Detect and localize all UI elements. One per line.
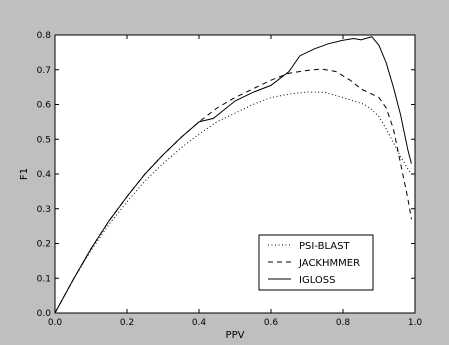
x-tick-label: 0.2 xyxy=(120,318,134,328)
y-tick-label: 0.8 xyxy=(37,31,52,41)
y-tick-label: 0.3 xyxy=(37,205,51,215)
ticks-layer: 0.0 0.2 0.4 0.6 0.8 1.0 0.0 0.1 0.2 0.3 0.4 0.5 0.6 0… xyxy=(37,31,423,328)
y-tick-label: 0.5 xyxy=(37,135,51,145)
x-tick-label: 0.4 xyxy=(192,318,207,328)
x-axis-label: PPV xyxy=(226,330,245,341)
x-tick-label: 0.8 xyxy=(336,318,351,328)
legend-label: JACKHMMER xyxy=(298,258,360,269)
y-tick-label: 0.7 xyxy=(37,66,51,76)
series-line-jackhmmer xyxy=(54,68,412,314)
series-line-psi-blast xyxy=(54,91,412,314)
legend-label: IGLOSS xyxy=(299,275,335,286)
y-tick-label: 0.1 xyxy=(37,274,51,284)
y-tick-label: 0.6 xyxy=(37,101,52,111)
legend: PSI-BLAST JACKHMMER IGLOSS xyxy=(258,234,374,291)
y-tick-label: 0.4 xyxy=(37,170,52,180)
y-axis-label: F1 xyxy=(19,168,30,180)
series-layer xyxy=(54,36,412,314)
y-tick-label: 0.0 xyxy=(37,309,52,319)
x-tick-label: 0.0 xyxy=(48,318,63,328)
x-tick-label: 1.0 xyxy=(408,318,423,328)
y-tick-label: 0.2 xyxy=(37,240,51,250)
x-tick-label: 0.6 xyxy=(264,318,279,328)
series-line-igloss xyxy=(54,36,412,314)
legend-label: PSI-BLAST xyxy=(299,241,350,252)
